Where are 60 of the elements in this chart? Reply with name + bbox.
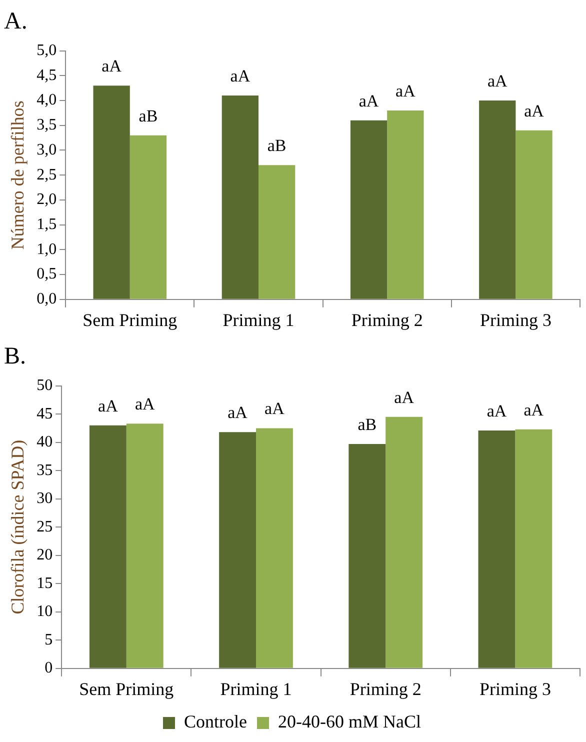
data-label: aB <box>358 414 377 434</box>
data-label: aA <box>524 400 544 420</box>
bar <box>479 100 516 299</box>
legend-label: Controle <box>184 712 248 732</box>
y-tick-label: 0,5 <box>36 266 57 283</box>
y-tick-label: 45 <box>36 405 53 422</box>
data-label: aA <box>487 71 508 90</box>
y-tick-label: 2,5 <box>36 166 57 184</box>
data-label: aB <box>267 136 286 156</box>
x-tick-label: Priming 3 <box>480 310 552 330</box>
y-tick-label: 1,5 <box>36 216 57 234</box>
y-tick-label: 5 <box>44 631 53 648</box>
bar <box>130 135 167 299</box>
bar <box>222 96 258 299</box>
data-label: aA <box>230 66 251 86</box>
data-label: aA <box>264 399 286 418</box>
y-axis-title: Clorofila (índice SPAD) <box>8 440 28 614</box>
bar <box>350 120 388 299</box>
x-tick-label: Sem Priming <box>82 310 178 330</box>
bar <box>93 86 130 299</box>
y-tick-label: 25 <box>36 518 53 536</box>
y-tick-label: 1,0 <box>36 240 57 258</box>
y-tick-label: 4,5 <box>36 66 57 84</box>
y-tick-label: 0,0 <box>36 290 57 308</box>
y-tick-label: 15 <box>36 574 53 592</box>
y-axis-title: Número de perfilhos <box>8 100 28 250</box>
data-label: aA <box>486 401 508 420</box>
x-tick-label: Priming 2 <box>350 678 422 699</box>
y-tick-label: 20 <box>36 546 53 564</box>
y-tick-label: 2,0 <box>36 191 57 208</box>
chart-title: A. <box>4 8 28 35</box>
x-tick-label: Priming 3 <box>479 678 551 699</box>
data-label: aA <box>102 56 122 76</box>
y-tick-label: 30 <box>36 490 53 508</box>
legend-label: 20-40-60 mM NaCl <box>278 712 421 732</box>
y-tick-label: 40 <box>36 434 53 451</box>
data-label: aA <box>98 396 119 416</box>
y-tick-label: 35 <box>36 462 53 479</box>
data-label: aB <box>138 106 158 126</box>
y-tick-label: 50 <box>36 377 53 394</box>
data-label: aA <box>228 403 248 422</box>
data-label: aA <box>394 388 415 407</box>
data-label: aA <box>524 101 545 120</box>
bar <box>258 165 296 299</box>
y-tick-label: 10 <box>36 603 53 620</box>
x-tick-label: Sem Priming <box>79 678 174 699</box>
data-label: aA <box>358 91 380 110</box>
data-label: aA <box>396 81 416 100</box>
y-tick-label: 0 <box>44 660 53 677</box>
chart-title: B. <box>4 344 26 370</box>
y-tick-label: 3,0 <box>36 141 57 158</box>
bar <box>387 110 424 299</box>
y-tick-label: 4,0 <box>36 92 57 109</box>
bar <box>516 130 552 299</box>
x-tick-label: Priming 1 <box>220 678 292 699</box>
y-tick-label: 3,5 <box>36 116 57 134</box>
x-tick-label: Priming 1 <box>222 310 294 330</box>
y-tick-label: 5,0 <box>36 42 57 60</box>
x-tick-label: Priming 2 <box>351 310 423 330</box>
data-label: aA <box>134 394 156 414</box>
